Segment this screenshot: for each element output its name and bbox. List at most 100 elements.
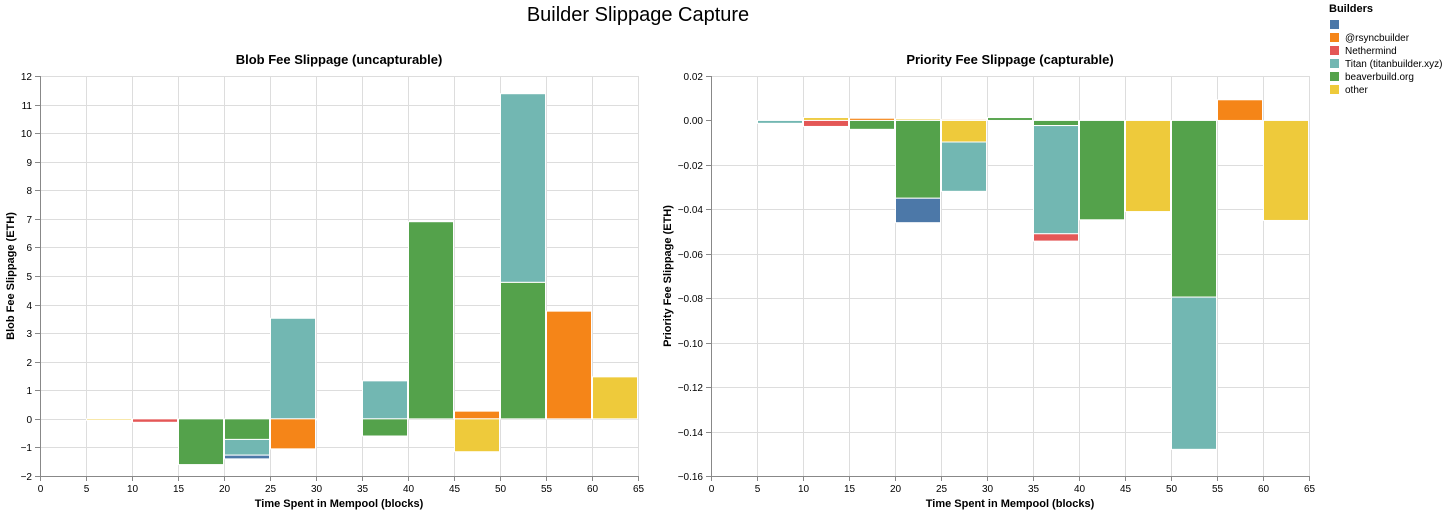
x-tick-label: 40 [403,484,415,495]
y-tick-label: −0.06 [678,250,704,261]
x-tick-label: 25 [265,484,277,495]
x-tick-label: 15 [844,484,856,495]
bar-segment [592,376,638,420]
x-tick-label: 15 [173,484,185,495]
y-tick-label: 0.02 [684,72,704,83]
y-tick-label: −0.12 [678,383,704,394]
x-tick-label: 5 [755,484,761,495]
bar-segment [454,418,500,453]
y-tick-label: 0 [26,415,32,426]
y-tick-label: 12 [21,72,33,83]
y-tick-label: 9 [26,158,32,169]
y-tick-label: 4 [26,301,32,312]
y-tick-label: −0.04 [678,205,704,216]
y-tick-label: −0.14 [678,428,704,439]
y-tick-label: 0.00 [684,116,704,127]
legend-title: Builders [1329,3,1373,15]
y-tick-label: 6 [26,243,32,254]
chart-title: Blob Fee Slippage (uncapturable) [236,52,443,67]
bar-segment [1079,119,1125,221]
x-tick-label: 30 [311,484,323,495]
x-tick-label: 65 [1304,484,1316,495]
y-tick-label: 3 [26,329,32,340]
bar-segment [1217,99,1263,121]
bar-segment [757,119,803,124]
y-tick-label: 11 [22,101,33,112]
y-tick-label: 1 [26,386,32,397]
bar-segment [546,310,592,420]
priority-fee-slippage-chart: −0.16 −0.14 −0.12 −0.10 −0.08 −0.06 −0.04 −0.02… [662,52,1315,510]
x-tick-label: 60 [1258,484,1270,495]
bar-segment [1033,233,1079,242]
y-axis-title: Priority Fee Slippage (ETH) [662,205,674,347]
y-tick-label: −0.10 [678,339,704,350]
x-tick-label: 10 [798,484,810,495]
x-tick-label: 25 [936,484,948,495]
builders-legend: Builders @rsyncbuilder Nethermind Titan (ti… [1329,3,1442,96]
legend-swatch [1330,85,1339,94]
x-tick-label: 40 [1074,484,1086,495]
x-tick-label: 30 [982,484,994,495]
x-tick-label: 55 [1212,484,1224,495]
bar-segment [178,418,224,466]
bar-segment [1171,296,1217,450]
bar-segment [849,119,895,130]
bar-segment [803,119,849,127]
bar-segment [362,380,408,420]
bar-segment [895,119,941,199]
bar-segment [224,418,270,440]
y-tick-label: 2 [26,358,32,369]
y-tick-label: −0.02 [678,161,704,172]
bar-segment [316,418,362,421]
bar-segment [711,119,757,122]
bar-segment [1263,119,1309,221]
bar-segment [224,454,270,460]
legend-swatch [1330,72,1339,81]
legend-label: Nethermind [1345,46,1397,57]
x-tick-label: 10 [127,484,139,495]
legend-label: other [1345,85,1368,96]
x-axis-title: Time Spent in Mempool (blocks) [926,498,1095,510]
bar-segment [132,418,178,423]
bar-segment [1171,119,1217,298]
y-tick-label: 10 [21,129,33,140]
bar-segment [362,418,408,437]
x-tick-label: 0 [709,484,715,495]
legend-swatch [1330,46,1339,55]
bar-segment [86,418,132,421]
y-tick-label: −2 [21,472,33,483]
x-tick-label: 50 [495,484,507,495]
bar-segment [270,317,316,420]
bar-segment [500,93,546,283]
page-title: Builder Slippage Capture [526,4,750,26]
x-axis-title: Time Spent in Mempool (blocks) [255,498,424,510]
x-tick-label: 20 [890,484,902,495]
bar-segment [1033,125,1079,235]
legend-label: Titan (titanbuilder.xyz) [1345,59,1442,70]
legend-swatch [1330,59,1339,68]
bar-segment [500,281,546,420]
bar-segment [987,117,1033,121]
y-tick-label: −0.16 [678,472,704,483]
bar-segment [895,197,941,224]
x-tick-label: 45 [449,484,461,495]
x-tick-label: 60 [587,484,599,495]
chart-title: Priority Fee Slippage (capturable) [906,52,1113,67]
x-tick-label: 65 [633,484,645,495]
x-tick-label: 55 [541,484,553,495]
legend-label: beaverbuild.org [1345,72,1414,83]
bar-segment [1125,119,1171,213]
y-tick-label: 8 [26,186,32,197]
bar-segment [270,418,316,450]
bar-segment [941,119,987,143]
y-tick-label: −0.08 [678,294,704,305]
x-tick-label: 5 [84,484,90,495]
legend-label: @rsyncbuilder [1345,33,1410,44]
x-tick-label: 20 [219,484,231,495]
x-tick-label: 35 [1028,484,1040,495]
bar-segment [454,410,500,420]
y-tick-label: 7 [26,215,32,226]
y-tick-label: 5 [26,272,32,283]
y-tick-label: −1 [21,443,33,454]
